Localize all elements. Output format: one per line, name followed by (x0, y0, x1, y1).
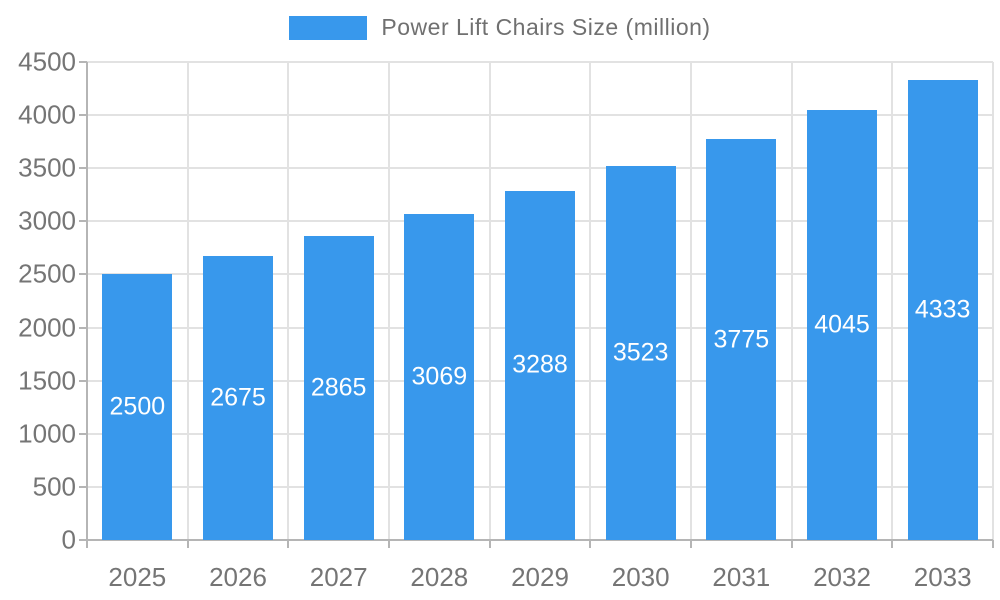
gridline-vertical (690, 62, 692, 540)
x-axis-tick-label: 2025 (108, 562, 167, 592)
bar-value-label: 4045 (814, 310, 870, 339)
bar-2025[interactable] (102, 274, 173, 540)
gridline-horizontal (87, 114, 993, 117)
y-axis-tick-label: 2000 (18, 312, 76, 343)
gridline-vertical (287, 62, 290, 540)
y-axis-tick-label: 2500 (18, 258, 76, 289)
bar-value-label: 2675 (210, 383, 266, 412)
y-axis-tick (79, 220, 87, 223)
y-axis-tick (79, 273, 87, 276)
y-axis-tick-label: 0 (61, 524, 76, 555)
y-axis-tick (79, 432, 87, 435)
x-axis-line (79, 539, 993, 541)
bar-2027[interactable] (303, 235, 374, 540)
bar-2031[interactable] (706, 139, 777, 540)
y-axis-tick (79, 379, 87, 382)
chart-legend-item[interactable]: Power Lift Chairs Size (million) (0, 14, 1000, 41)
legend-label: Power Lift Chairs Size (million) (381, 14, 711, 40)
x-axis-tick-label: 2029 (511, 562, 569, 592)
x-axis-tick-label: 2028 (410, 562, 469, 592)
bar-value-label: 3523 (612, 338, 669, 367)
x-axis-tick (992, 540, 994, 548)
bar-2028[interactable] (404, 214, 475, 540)
x-axis-tick (287, 540, 290, 548)
gridline-vertical (388, 62, 390, 540)
bar-2032[interactable] (807, 110, 877, 540)
x-axis-tick (790, 540, 793, 548)
bar-value-label: 2865 (310, 373, 367, 402)
y-axis-line (86, 62, 88, 548)
x-axis-tick-label: 2033 (913, 562, 972, 592)
y-axis-tick-label: 3000 (18, 205, 76, 236)
x-axis-tick-label: 2026 (209, 562, 267, 592)
y-axis-tick-label: 1000 (18, 418, 76, 449)
bar-value-label: 2500 (109, 392, 166, 421)
bar-2030[interactable] (605, 165, 676, 540)
bar-value-label: 3069 (411, 362, 468, 391)
legend-swatch-icon (289, 15, 368, 40)
x-axis-tick-label: 2027 (309, 562, 368, 592)
y-axis-tick (79, 167, 87, 170)
x-axis-tick (488, 540, 491, 548)
x-axis-tick (891, 540, 894, 548)
gridline-vertical (186, 62, 189, 540)
bar-value-label: 4333 (914, 295, 971, 324)
y-axis-tick (79, 61, 87, 63)
y-axis-tick (79, 114, 87, 117)
y-axis-tick-label: 1500 (18, 365, 76, 396)
gridline-horizontal (87, 61, 993, 63)
x-axis-tick (690, 540, 692, 548)
bar-value-label: 3288 (512, 350, 568, 379)
y-axis-tick (79, 326, 87, 329)
gridline-vertical (488, 62, 491, 540)
gridline-vertical (891, 62, 894, 540)
y-axis-tick-label: 4000 (18, 99, 76, 130)
gridline-vertical (992, 62, 994, 540)
bar-2033[interactable] (907, 79, 978, 540)
gridline-horizontal (87, 167, 993, 170)
bar-2029[interactable] (505, 190, 575, 540)
x-axis-tick-label: 2031 (712, 562, 771, 592)
y-axis-tick (79, 485, 87, 488)
gridline-vertical (790, 62, 793, 540)
x-axis-tick-label: 2032 (813, 562, 871, 592)
x-axis-tick (388, 540, 390, 548)
bar-value-label: 3775 (713, 325, 770, 353)
x-axis-tick (186, 540, 189, 548)
bar-2026[interactable] (203, 255, 273, 540)
y-axis-tick-label: 500 (32, 471, 76, 502)
gridline-vertical (589, 62, 592, 540)
y-axis-tick-label: 3500 (18, 152, 76, 183)
x-axis-tick (589, 540, 592, 548)
x-axis-tick-label: 2030 (611, 562, 670, 592)
y-axis-tick-label: 4500 (18, 46, 76, 77)
